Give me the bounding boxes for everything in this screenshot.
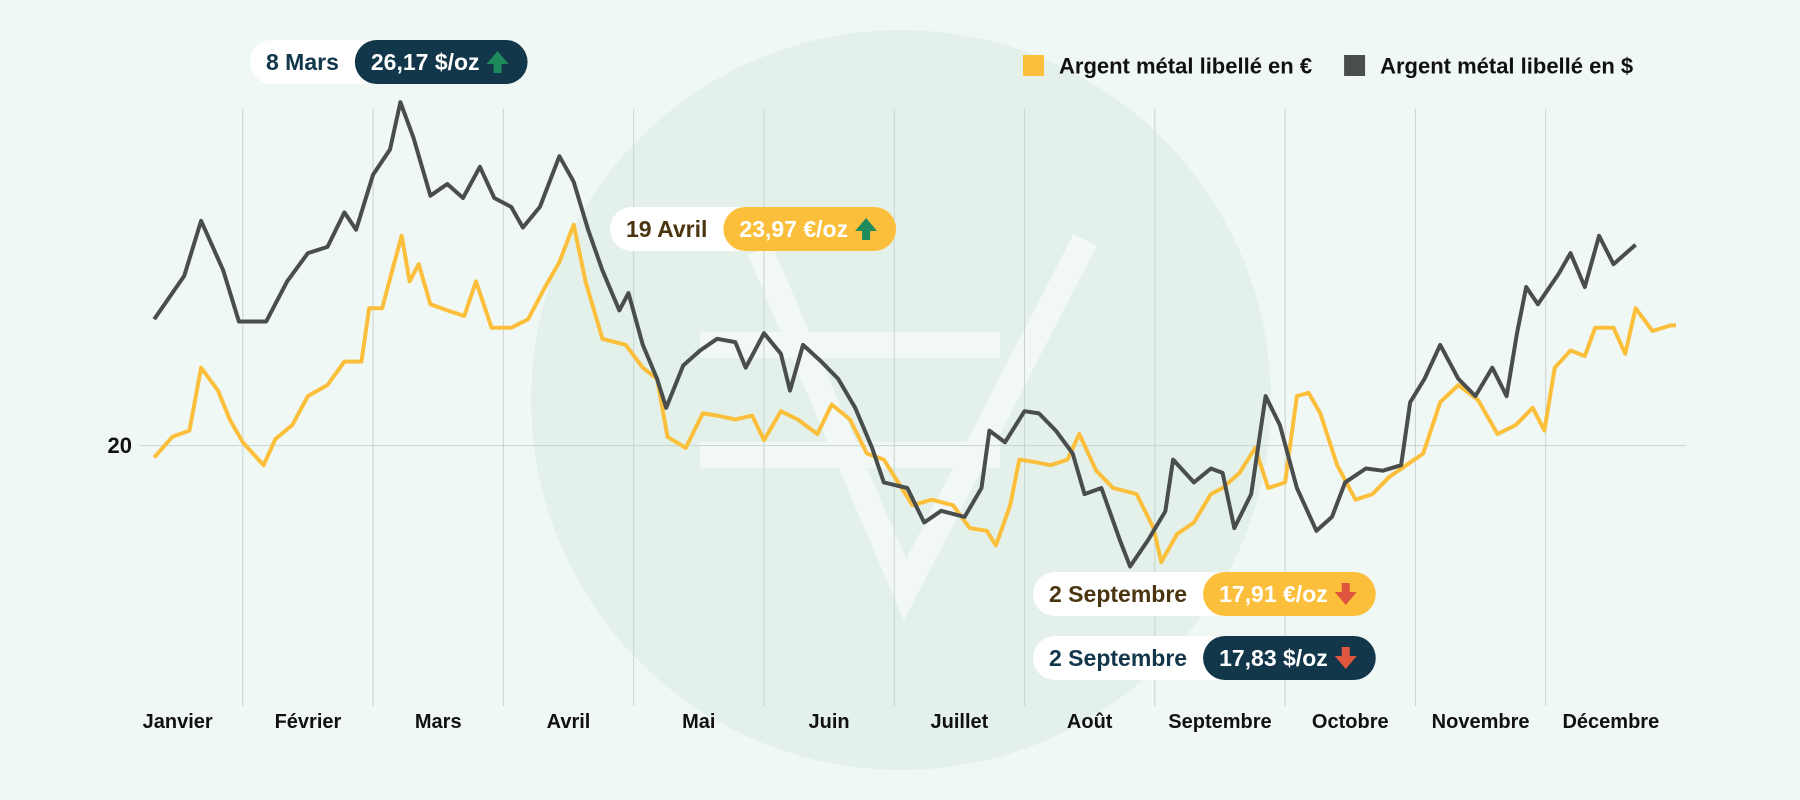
x-tick-label: Juin bbox=[809, 711, 850, 733]
legend-label: Argent métal libellé en $ bbox=[1380, 54, 1633, 79]
arrow-down bbox=[1334, 647, 1357, 669]
legend-swatch bbox=[1023, 55, 1044, 76]
x-tick-label: Avril bbox=[547, 711, 591, 733]
legend-swatch bbox=[1344, 55, 1366, 76]
x-tick-label: Novembre bbox=[1432, 711, 1530, 733]
series-line bbox=[152, 100, 1637, 569]
legend-label: Argent métal libellé en € bbox=[1059, 54, 1312, 79]
annotation-value: 17,83 $/oz bbox=[1219, 645, 1328, 671]
x-tick-label: Septembre bbox=[1168, 711, 1271, 733]
arrow-down bbox=[1334, 583, 1357, 605]
series-line bbox=[152, 222, 1676, 564]
x-tick-label: Juillet bbox=[930, 711, 988, 733]
x-tick-label: Mars bbox=[415, 711, 462, 733]
annotation-date: 2 Septembre bbox=[1049, 645, 1187, 671]
x-tick-label: Août bbox=[1067, 711, 1113, 733]
y-tick-label: 20 bbox=[108, 433, 132, 458]
annotation-value-pill bbox=[354, 40, 528, 84]
x-tick-label: Février bbox=[275, 711, 342, 733]
annotation-value: 26,17 $/oz bbox=[371, 49, 480, 75]
annotation-value-pill bbox=[723, 207, 897, 251]
arrow-up bbox=[855, 218, 878, 240]
annotation-date: 8 Mars bbox=[266, 49, 339, 75]
symbol-bars bbox=[700, 332, 1000, 468]
annotation-value: 17,91 €/oz bbox=[1219, 581, 1328, 607]
annotation-date: 19 Avril bbox=[626, 216, 707, 242]
x-tick-label: Octobre bbox=[1312, 711, 1389, 733]
annotation-value: 23,97 €/oz bbox=[739, 216, 848, 242]
arrow-up bbox=[486, 51, 509, 73]
annotation-value-pill bbox=[1203, 572, 1376, 616]
annotation-date: 2 Septembre bbox=[1049, 581, 1187, 607]
x-tick-label: Mai bbox=[682, 711, 715, 733]
annotation-value-pill bbox=[1203, 636, 1376, 680]
x-tick-label: Janvier bbox=[143, 711, 213, 733]
x-tick-label: Décembre bbox=[1562, 711, 1659, 733]
